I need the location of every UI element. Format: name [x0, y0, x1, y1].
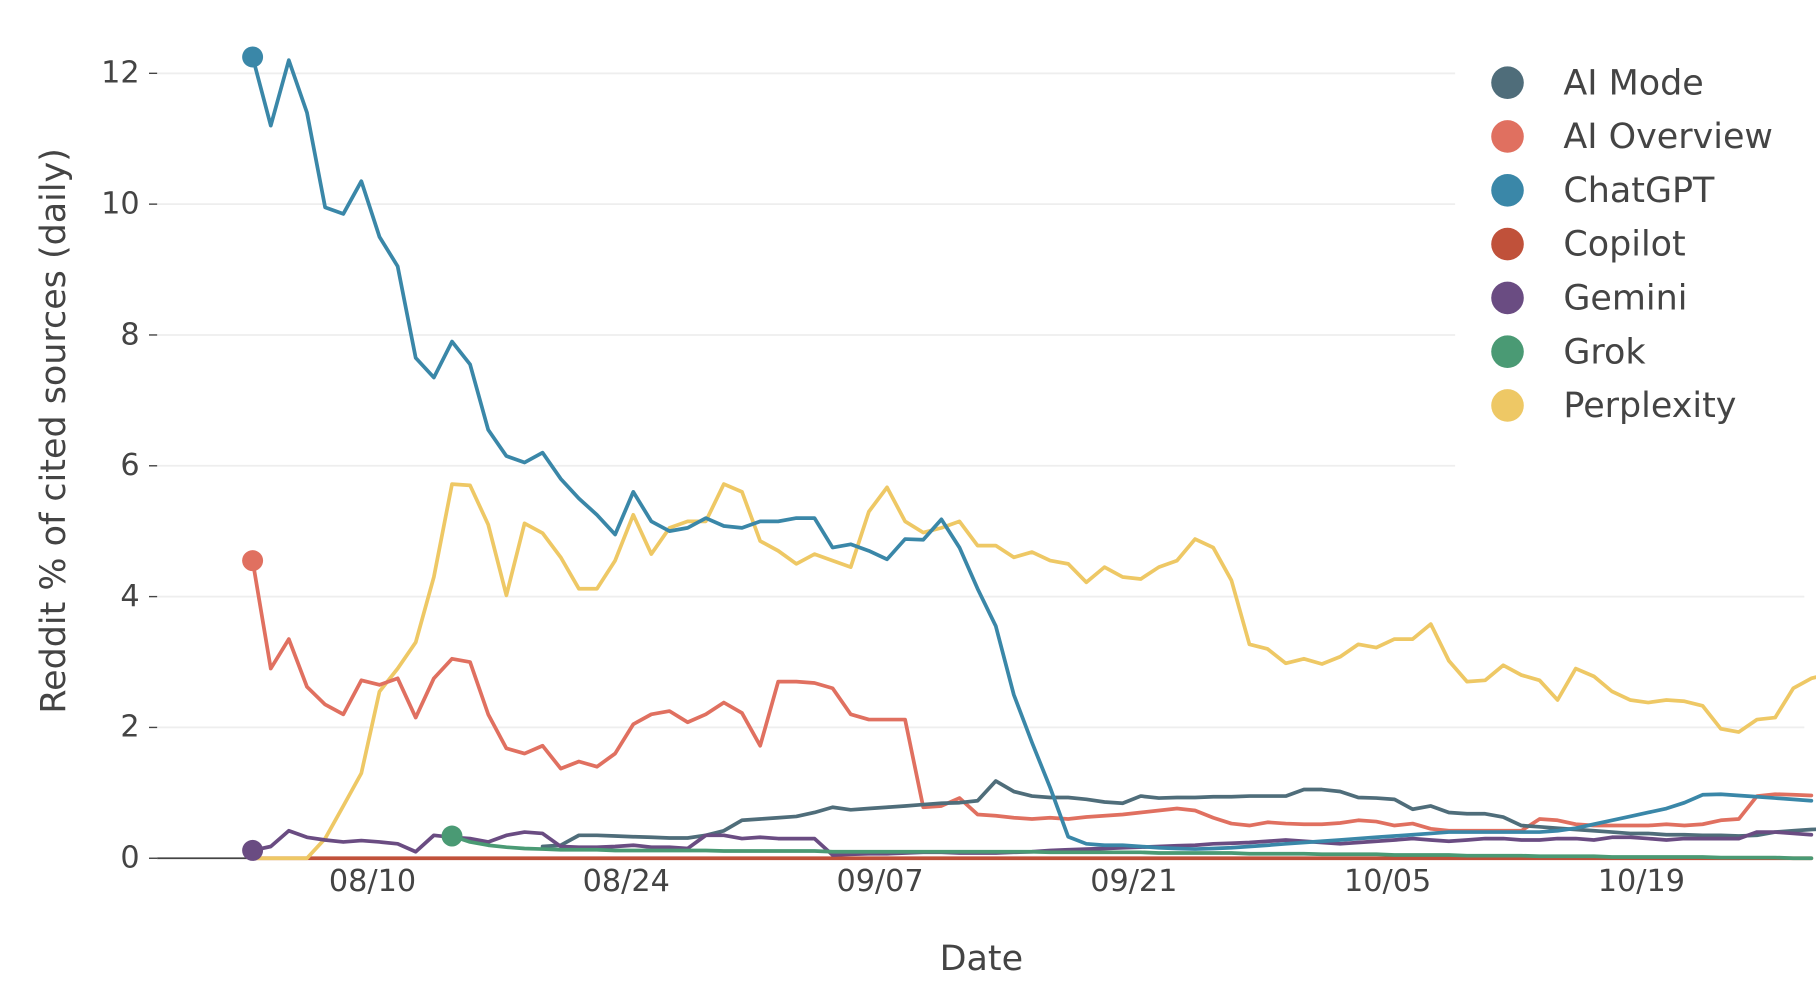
- series-chatgpt[interactable]: [242, 46, 1814, 851]
- series-line[interactable]: [250, 482, 1816, 861]
- series-line[interactable]: [540, 779, 1816, 849]
- x-tick-label: 09/07: [836, 864, 923, 899]
- y-tick-label: 10: [101, 186, 140, 221]
- legend-label: Copilot: [1563, 225, 1685, 265]
- x-axis-title: Date: [940, 939, 1023, 979]
- series-grok[interactable]: [441, 825, 1814, 861]
- gridlines: [157, 72, 1805, 729]
- series-start-marker: [242, 46, 264, 68]
- y-tick-label: 0: [120, 841, 139, 876]
- legend-dot-icon: [1491, 120, 1524, 153]
- x-tick-label: 09/21: [1090, 864, 1177, 899]
- series-start-marker: [242, 839, 264, 861]
- y-tick-label: 8: [120, 317, 139, 352]
- legend-label: Perplexity: [1563, 386, 1736, 426]
- legend-item-copilot[interactable]: Copilot: [1491, 225, 1686, 265]
- series-start-marker: [242, 550, 264, 572]
- legend-dot-icon: [1491, 227, 1524, 261]
- legend-item-ai-overview[interactable]: AI Overview: [1491, 117, 1773, 157]
- x-axis-ticks: 08/10 08/24 09/07 09/21 10/05 10/19: [329, 864, 1685, 899]
- y-axis-title: Reddit % of cited sources (daily): [34, 148, 74, 713]
- y-axis-ticks: 0 2 4 6 8 10 12: [101, 56, 158, 876]
- series-line[interactable]: [450, 834, 1814, 861]
- series-start-marker: [441, 825, 463, 847]
- x-tick-label: 08/24: [583, 864, 670, 899]
- series-lines: [242, 46, 1816, 861]
- legend-label: ChatGPT: [1563, 171, 1715, 211]
- y-tick-label: 6: [120, 448, 139, 483]
- legend-item-gemini[interactable]: Gemini: [1491, 279, 1687, 319]
- series-line[interactable]: [250, 558, 1814, 833]
- legend-dot-icon: [1491, 335, 1524, 368]
- series-perplexity[interactable]: [250, 482, 1816, 861]
- legend-item-grok[interactable]: Grok: [1491, 332, 1646, 372]
- x-tick-label: 10/19: [1598, 864, 1685, 899]
- series-ai-mode[interactable]: [540, 779, 1816, 849]
- legend-item-chatgpt[interactable]: ChatGPT: [1491, 171, 1715, 211]
- y-tick-label: 4: [120, 579, 139, 614]
- x-tick-label: 10/05: [1344, 864, 1431, 899]
- y-tick-label: 2: [120, 710, 139, 745]
- legend-dot-icon: [1491, 66, 1524, 99]
- y-tick-label: 12: [101, 56, 140, 91]
- x-tick-label: 08/10: [329, 864, 416, 899]
- legend-label: Grok: [1563, 332, 1646, 372]
- legend-label: AI Overview: [1563, 117, 1773, 157]
- series-ai-overview[interactable]: [242, 550, 1814, 833]
- legend-label: Gemini: [1563, 279, 1687, 319]
- legend-label: AI Mode: [1563, 63, 1703, 103]
- legend-item-ai-mode[interactable]: AI Mode: [1491, 63, 1704, 103]
- series-line[interactable]: [250, 55, 1814, 851]
- legend-dot-icon: [1491, 389, 1524, 422]
- legend-item-perplexity[interactable]: Perplexity: [1491, 386, 1736, 426]
- legend[interactable]: AI Mode AI Overview ChatGPT Copilot Gemini Gr…: [1491, 63, 1773, 426]
- legend-dot-icon: [1491, 281, 1524, 315]
- legend-dot-icon: [1491, 173, 1524, 207]
